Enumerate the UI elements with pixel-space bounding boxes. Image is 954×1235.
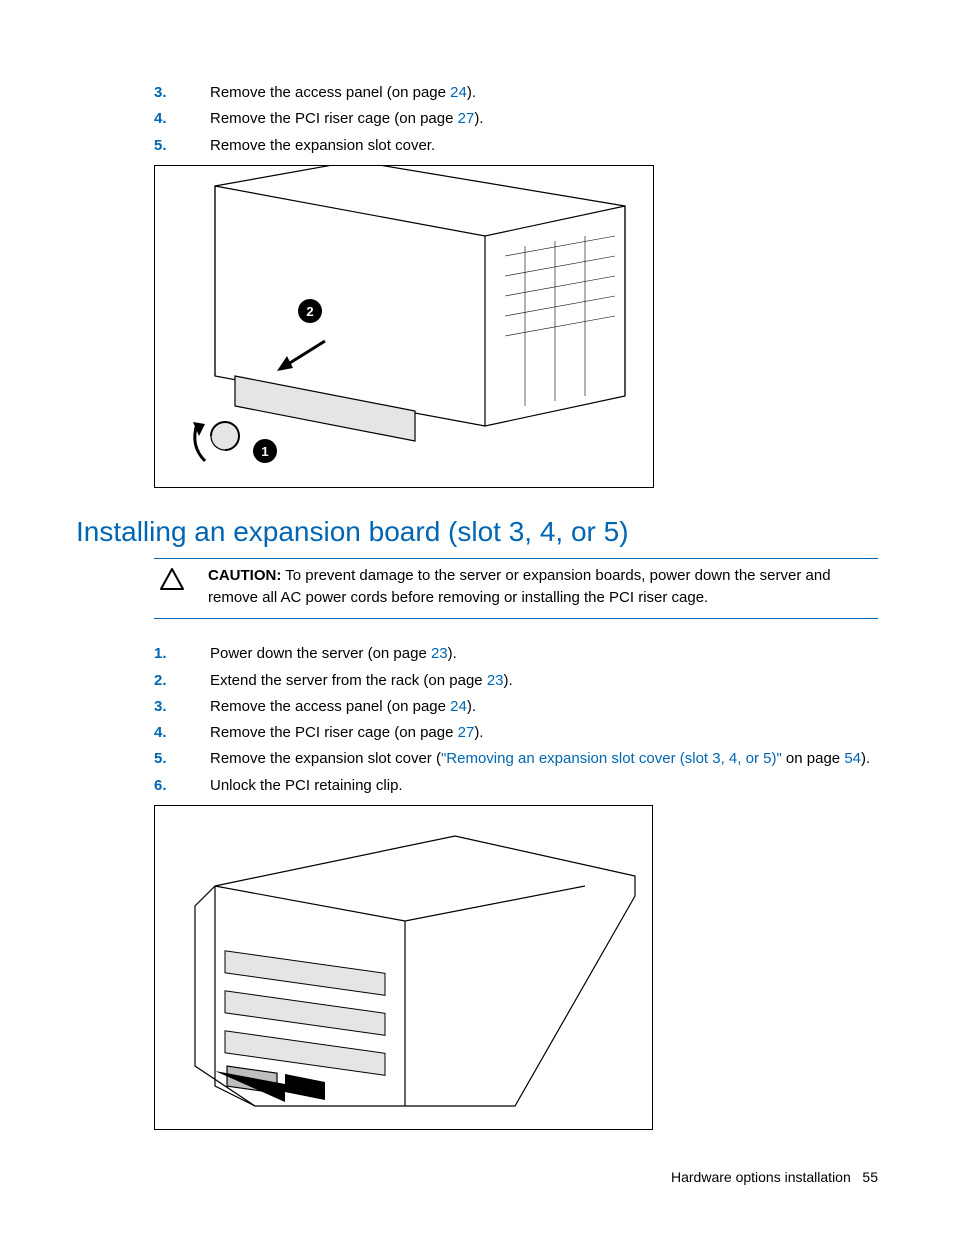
- svg-text:2: 2: [306, 304, 313, 319]
- figure-riser-cage: 1 2: [154, 165, 654, 488]
- step-text-post: ).: [474, 724, 483, 741]
- step-text-post: ).: [861, 750, 870, 767]
- page-ref-link[interactable]: 23: [487, 672, 504, 689]
- step-text-post: ).: [448, 645, 457, 662]
- step-number: 5.: [154, 746, 210, 772]
- step-number: 4.: [154, 720, 210, 746]
- step-number: 2.: [154, 668, 210, 694]
- figure-retaining-clip: [154, 805, 653, 1130]
- step-item: 6.Unlock the PCI retaining clip.: [154, 773, 878, 799]
- top-step-list: 3.Remove the access panel (on page 24). …: [154, 80, 878, 159]
- section-heading: Installing an expansion board (slot 3, 4…: [76, 516, 878, 548]
- step-text: Remove the PCI riser cage (on page: [210, 724, 458, 741]
- step-item: 5.Remove the expansion slot cover ("Remo…: [154, 746, 878, 772]
- step-text-post: ).: [474, 110, 483, 127]
- step-number: 3.: [154, 80, 210, 106]
- cross-ref-link[interactable]: "Removing an expansion slot cover (slot …: [441, 750, 782, 767]
- step-number: 3.: [154, 694, 210, 720]
- step-item: 2.Extend the server from the rack (on pa…: [154, 668, 878, 694]
- step-number: 6.: [154, 773, 210, 799]
- page-footer: Hardware options installation 55: [671, 1169, 878, 1185]
- step-text: Remove the access panel (on page: [210, 84, 450, 101]
- step-item: 4.Remove the PCI riser cage (on page 27)…: [154, 720, 878, 746]
- step-text: Remove the expansion slot cover (: [210, 750, 441, 767]
- page-ref-link[interactable]: 24: [450, 84, 467, 101]
- step-number: 1.: [154, 641, 210, 667]
- page-ref-link[interactable]: 24: [450, 698, 467, 715]
- page-ref-link[interactable]: 54: [844, 750, 861, 767]
- step-number: 4.: [154, 106, 210, 132]
- step-item: 3.Remove the access panel (on page 24).: [154, 80, 878, 106]
- step-item: 4.Remove the PCI riser cage (on page 27)…: [154, 106, 878, 132]
- footer-page-number: 55: [862, 1169, 878, 1185]
- step-text: Extend the server from the rack (on page: [210, 672, 487, 689]
- page-ref-link[interactable]: 27: [458, 110, 475, 127]
- step-text: Remove the expansion slot cover.: [210, 137, 435, 154]
- step-text-post: ).: [467, 698, 476, 715]
- page-ref-link[interactable]: 23: [431, 645, 448, 662]
- caution-callout: CAUTION: To prevent damage to the server…: [154, 558, 878, 620]
- step-text-post: ).: [504, 672, 513, 689]
- step-text: Remove the access panel (on page: [210, 698, 450, 715]
- page-ref-link[interactable]: 27: [458, 724, 475, 741]
- riser-cage-illustration: 1 2: [155, 166, 653, 487]
- step-text-mid: on page: [782, 750, 845, 767]
- step-text: Remove the PCI riser cage (on page: [210, 110, 458, 127]
- caution-message: To prevent damage to the server or expan…: [208, 567, 831, 606]
- step-item: 3.Remove the access panel (on page 24).: [154, 694, 878, 720]
- document-page: 3.Remove the access panel (on page 24). …: [0, 0, 954, 1235]
- chassis-illustration: [155, 806, 652, 1129]
- step-item: 5.Remove the expansion slot cover.: [154, 133, 878, 159]
- svg-text:1: 1: [261, 444, 268, 459]
- caution-label: CAUTION:: [208, 567, 281, 584]
- step-text: Unlock the PCI retaining clip.: [210, 777, 403, 794]
- step-text: Power down the server (on page: [210, 645, 431, 662]
- footer-section-name: Hardware options installation: [671, 1169, 851, 1185]
- caution-icon: [154, 565, 190, 609]
- step-item: 1.Power down the server (on page 23).: [154, 641, 878, 667]
- step-text-post: ).: [467, 84, 476, 101]
- step-number: 5.: [154, 133, 210, 159]
- caution-text-body: CAUTION: To prevent damage to the server…: [208, 565, 878, 609]
- bottom-step-list: 1.Power down the server (on page 23). 2.…: [154, 641, 878, 799]
